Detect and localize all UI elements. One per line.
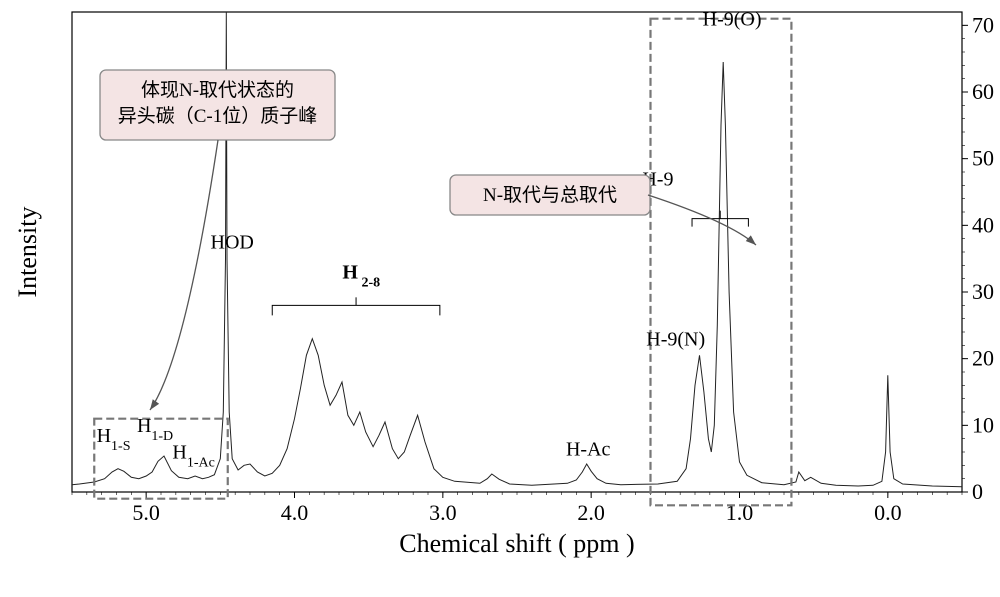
callout-right-line0: N-取代与总取代 bbox=[483, 184, 617, 206]
callout-right-leader bbox=[648, 195, 756, 245]
brk-H28 bbox=[272, 305, 440, 315]
lbl-H1S: H1-S bbox=[97, 425, 131, 454]
callout-left-line1: 异头碳（C-1位）质子峰 bbox=[118, 105, 318, 127]
x-tick-label: 1.0 bbox=[726, 500, 754, 525]
lbl-HAc: H-Ac bbox=[566, 438, 611, 460]
lbl-H28: H 2-8 bbox=[342, 262, 380, 291]
y-tick-label: 60 bbox=[972, 79, 994, 104]
right-box bbox=[651, 19, 792, 506]
lbl-H9N: H-9(N) bbox=[646, 328, 705, 350]
x-tick-label: 4.0 bbox=[281, 500, 309, 525]
y-tick-label: 50 bbox=[972, 146, 994, 171]
y-tick-label: 40 bbox=[972, 212, 994, 237]
y-tick-label: 30 bbox=[972, 279, 994, 304]
lbl-H1Ac: H1-Ac bbox=[172, 442, 214, 471]
y-tick-label: 0 bbox=[972, 479, 983, 504]
x-tick-label: 3.0 bbox=[429, 500, 457, 525]
lbl-HOD: HOD bbox=[211, 232, 254, 254]
y-axis-label: Intensity bbox=[13, 207, 42, 298]
callout-left-line0: 体现N-取代状态的 bbox=[141, 79, 294, 101]
callout-left-leader bbox=[150, 140, 218, 410]
y-tick-label: 10 bbox=[972, 412, 994, 437]
y-tick-label: 20 bbox=[972, 346, 994, 371]
x-axis-label: Chemical shift ( ppm ) bbox=[399, 529, 634, 558]
x-tick-label: 0.0 bbox=[874, 500, 902, 525]
lbl-H9O: H-9(O) bbox=[703, 8, 762, 30]
x-tick-label: 2.0 bbox=[577, 500, 605, 525]
x-tick-label: 5.0 bbox=[132, 500, 160, 525]
y-tick-label: 70 bbox=[972, 12, 994, 37]
